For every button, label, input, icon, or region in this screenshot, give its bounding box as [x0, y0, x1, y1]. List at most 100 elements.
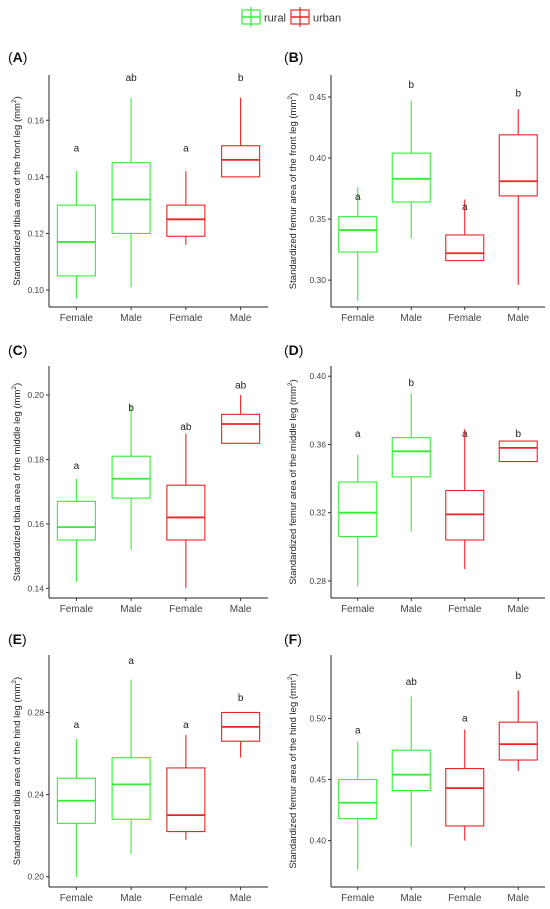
y-tick-label: 0.28: [27, 707, 44, 717]
significance-letter: b: [515, 429, 521, 440]
y-tick-label: 0.32: [309, 508, 326, 518]
y-tick-label: 0.50: [309, 713, 326, 723]
significance-letter: a: [462, 202, 468, 213]
significance-letter: a: [74, 144, 80, 155]
box-urban-male: [221, 395, 261, 444]
y-tick-label: 0.36: [309, 439, 326, 449]
y-axis-label: Standardized femur area of the middle le…: [287, 379, 299, 584]
box-urban-female: [166, 433, 206, 589]
x-tick-label: Female: [448, 893, 482, 904]
panel-label: (E): [8, 631, 27, 647]
significance-letter: a: [74, 461, 80, 472]
box-rural-female: [338, 454, 378, 587]
significance-letter: a: [128, 656, 134, 667]
x-tick-label: Male: [120, 604, 142, 615]
y-tick-label: 0.40: [309, 371, 326, 381]
y-tick-label: 0.35: [309, 214, 326, 224]
x-tick-label: Male: [230, 893, 252, 904]
box-iqr: [111, 455, 151, 499]
box-urban-female: [445, 199, 485, 262]
significance-letter: a: [74, 720, 80, 731]
panel-label: (F): [284, 631, 302, 647]
x-tick-label: Male: [120, 893, 142, 904]
box-iqr: [391, 152, 431, 203]
y-tick-label: 0.30: [309, 275, 326, 285]
significance-letter: b: [408, 80, 414, 91]
panel-b: (B) 0.30 0.35 0.40 0.45 Standardized femur ar…: [284, 49, 545, 324]
box-urban-female: [166, 171, 206, 245]
significance-letter: a: [462, 429, 468, 440]
box-urban-female: [445, 729, 485, 841]
panel-a: (A) 0.10 0.12 0.14 0.16 Standardized tibia ar…: [8, 49, 268, 324]
legend: rural urban: [241, 7, 341, 27]
y-tick-label: 0.45: [309, 92, 326, 102]
box-rural-male: [391, 696, 431, 847]
box-iqr: [391, 749, 431, 792]
legend-label-urban: urban: [313, 13, 341, 25]
x-tick-label: Male: [230, 604, 252, 615]
x-tick-label: Female: [341, 604, 375, 615]
significance-letter: a: [355, 726, 361, 737]
significance-letter: b: [128, 403, 134, 414]
x-tick-label: Female: [341, 893, 375, 904]
box-iqr: [166, 767, 206, 833]
x-tick-label: Male: [400, 893, 422, 904]
panel-label: (A): [8, 49, 27, 65]
significance-letter: ab: [180, 422, 192, 433]
box-rural-male: [111, 404, 151, 550]
significance-letter: ab: [235, 380, 247, 391]
box-iqr: [391, 437, 431, 478]
y-tick-label: 0.40: [309, 153, 326, 163]
box-rural-female: [56, 478, 96, 582]
significance-letter: b: [515, 671, 521, 682]
x-tick-label: Male: [120, 313, 142, 324]
significance-letter: a: [462, 713, 468, 724]
significance-letter: ab: [406, 677, 418, 688]
significance-letter: b: [408, 378, 414, 389]
box-urban-male: [498, 440, 538, 463]
panel-c: (C) 0.14 0.16 0.18 0.20 Standardized tibia ar…: [8, 342, 268, 615]
legend-entry-rural: rural: [241, 7, 286, 27]
box-urban-male: [221, 711, 261, 758]
x-tick-label: Male: [230, 313, 252, 324]
box-iqr: [166, 204, 206, 237]
x-tick-label: Male: [507, 604, 529, 615]
y-tick-label: 0.40: [309, 836, 326, 846]
y-tick-label: 0.14: [27, 172, 44, 182]
box-iqr: [111, 162, 151, 234]
box-urban-male: [221, 97, 261, 178]
box-iqr: [56, 204, 96, 277]
x-tick-label: Female: [60, 893, 94, 904]
box-iqr: [445, 768, 485, 827]
box-urban-female: [166, 735, 206, 840]
y-axis-label: Standardized femur area of the front leg…: [287, 93, 299, 289]
y-tick-label: 0.12: [27, 228, 44, 238]
box-urban-male: [498, 690, 538, 771]
y-tick-label: 0.14: [27, 583, 44, 593]
x-tick-label: Male: [400, 313, 422, 324]
panel-label: (B): [284, 49, 303, 65]
y-tick-label: 0.16: [27, 519, 44, 529]
y-tick-label: 0.16: [27, 115, 44, 125]
x-tick-label: Male: [400, 604, 422, 615]
legend-label-rural: rural: [264, 13, 286, 25]
significance-letter: b: [515, 88, 521, 99]
box-iqr: [498, 440, 538, 463]
legend-entry-urban: urban: [290, 7, 341, 27]
box-urban-male: [498, 109, 538, 286]
significance-letter: a: [183, 720, 189, 731]
significance-letter: ab: [126, 73, 138, 84]
x-tick-label: Female: [169, 604, 203, 615]
x-tick-label: Female: [60, 604, 94, 615]
significance-letter: a: [183, 144, 189, 155]
box-rural-female: [338, 187, 378, 301]
box-iqr: [221, 145, 261, 178]
y-tick-label: 0.24: [27, 790, 44, 800]
y-tick-label: 0.10: [27, 285, 44, 295]
x-tick-label: Male: [507, 313, 529, 324]
box-iqr: [111, 757, 151, 820]
y-axis-label: Standardized tibia area of the middle le…: [11, 383, 23, 581]
y-tick-label: 0.18: [27, 454, 44, 464]
x-tick-label: Female: [169, 893, 203, 904]
